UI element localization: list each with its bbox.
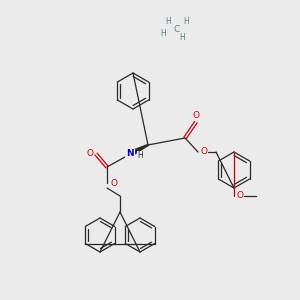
Text: O: O (110, 178, 118, 188)
Text: O: O (236, 191, 244, 200)
Text: C: C (174, 26, 180, 34)
Text: N: N (126, 149, 134, 158)
Text: H: H (183, 17, 189, 26)
Text: H: H (165, 17, 171, 26)
Text: H: H (137, 152, 143, 160)
Text: O: O (200, 148, 208, 157)
Text: H: H (179, 34, 185, 43)
Text: O: O (193, 112, 200, 121)
Text: H: H (160, 29, 166, 38)
Polygon shape (129, 145, 148, 156)
Text: O: O (86, 149, 94, 158)
